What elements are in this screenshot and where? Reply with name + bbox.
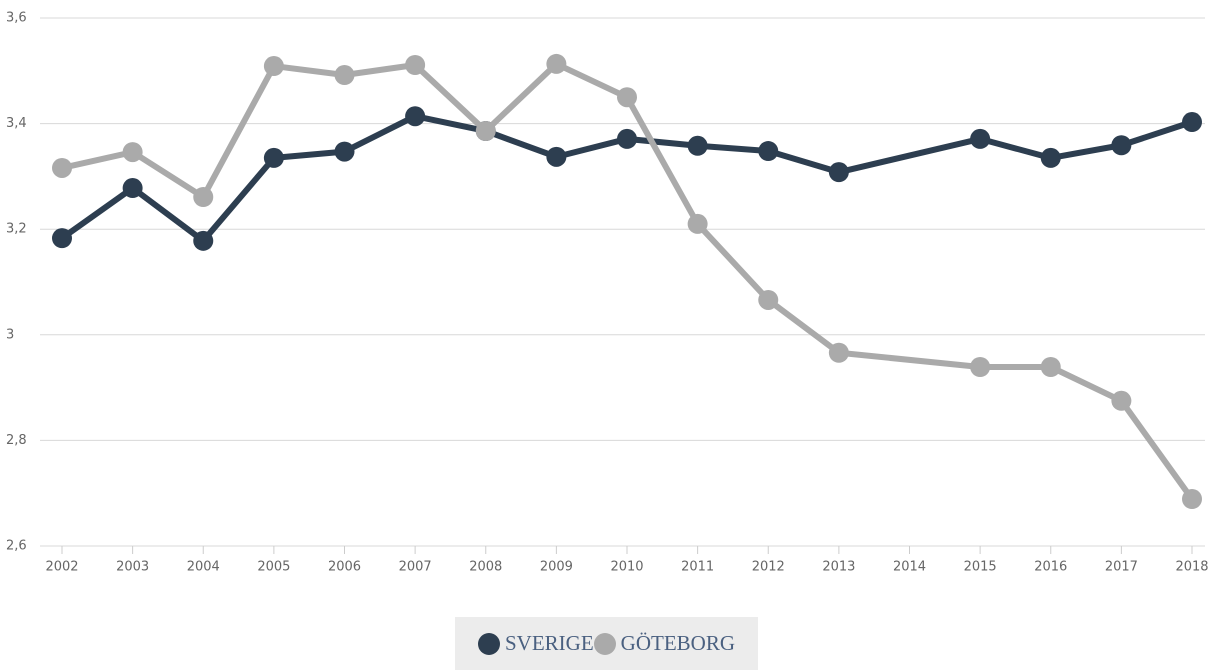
x-tick-label: 2016 — [1034, 560, 1067, 575]
point — [617, 87, 637, 108]
point — [193, 186, 214, 207]
point — [828, 162, 849, 183]
point — [334, 141, 355, 162]
point — [828, 342, 849, 363]
point — [1111, 135, 1132, 156]
point — [52, 157, 72, 178]
x-tick-label: 2014 — [893, 560, 926, 575]
point — [405, 54, 426, 75]
point — [1111, 390, 1132, 411]
x-tick-label: 2007 — [399, 560, 432, 575]
x-tick-label: 2011 — [681, 560, 714, 575]
point — [122, 178, 143, 199]
legend-item[interactable]: SVERIGE — [477, 631, 594, 656]
y-tick-label: 3,2 — [6, 222, 27, 237]
line — [60, 113, 1193, 244]
x-tick-label: 2004 — [187, 560, 220, 575]
y-tick-label: 2,8 — [6, 433, 27, 448]
legend-marker — [477, 632, 500, 655]
point — [546, 146, 567, 167]
point — [1040, 147, 1061, 168]
y-tick-label: 3,6 — [6, 11, 27, 26]
x-tick-label: 2018 — [1175, 560, 1208, 575]
point — [970, 357, 991, 378]
point — [52, 228, 72, 249]
x-tick-label: 2017 — [1105, 560, 1138, 575]
point — [334, 65, 355, 86]
x-tick-label: 2013 — [822, 560, 855, 575]
x-tick-label: 2009 — [540, 560, 573, 575]
line — [61, 60, 1195, 501]
y-tick-label: 3,4 — [6, 116, 27, 131]
chart: 2,6 2,8 3 3,2 3,4 3,6 2002 2003 2004 2005 2006 2007… — [6, 11, 1209, 575]
x-tick-label: 2010 — [610, 560, 643, 575]
point — [1182, 489, 1202, 510]
legend: SVERIGE GÖTEBORG — [455, 617, 758, 670]
point — [546, 53, 567, 74]
point — [475, 120, 496, 141]
point — [970, 128, 991, 149]
point — [405, 106, 426, 127]
x-tick-label: 2005 — [257, 560, 290, 575]
y-tick-label: 2,6 — [6, 539, 27, 554]
point — [122, 142, 143, 163]
x-tick-label: 2008 — [469, 560, 502, 575]
point — [1040, 357, 1061, 378]
x-tick-label: 2015 — [964, 560, 997, 575]
y-tick-label: 3 — [6, 327, 14, 342]
legend-label: SVERIGE — [504, 631, 594, 655]
point — [758, 289, 779, 310]
point — [687, 135, 708, 156]
legend-label: GÖTEBORG — [620, 631, 735, 655]
point — [1182, 112, 1202, 133]
point — [687, 213, 708, 234]
x-tick-label: 2012 — [752, 560, 785, 575]
point — [193, 230, 214, 251]
point — [263, 56, 284, 77]
point — [617, 128, 637, 149]
legend-item[interactable]: GÖTEBORG — [593, 631, 735, 656]
x-tick-label: 2002 — [45, 560, 78, 575]
x-tick-label: 2003 — [116, 560, 149, 575]
point — [263, 147, 284, 168]
point — [758, 141, 779, 162]
x-tick-label: 2006 — [328, 560, 361, 575]
legend-marker — [593, 632, 616, 655]
